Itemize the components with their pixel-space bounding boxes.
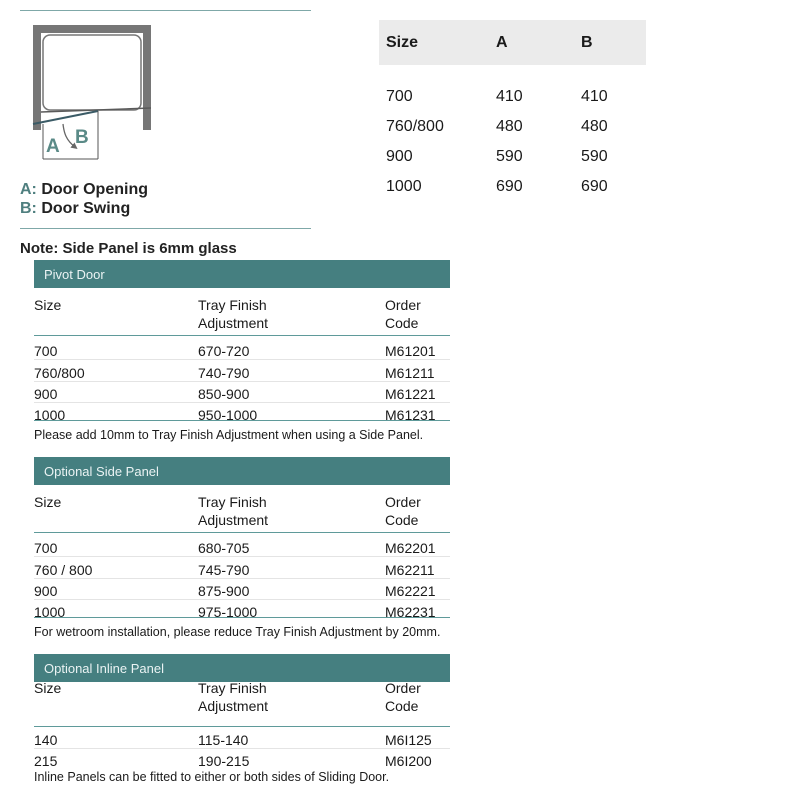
svg-text:B: B — [75, 127, 89, 148]
svg-text:A: A — [46, 136, 60, 157]
